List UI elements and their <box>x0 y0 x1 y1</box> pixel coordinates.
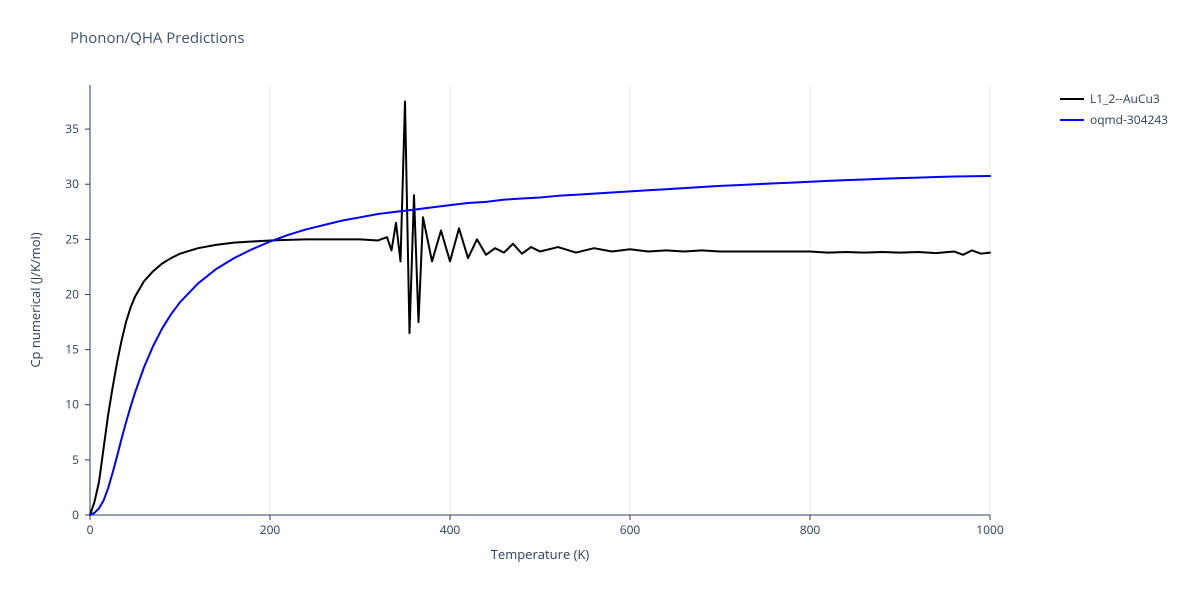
x-tick-label: 800 <box>800 521 821 538</box>
legend: L1_2--AuCu3 oqmd-304243 <box>1060 90 1168 132</box>
y-tick-label: 5 <box>72 451 79 468</box>
chart-svg: 0 200 400 600 800 1000 0 5 10 15 20 25 30 35 Temperatu… <box>0 0 1200 600</box>
y-tick-label: 25 <box>65 230 79 247</box>
x-tick-label: 600 <box>620 521 641 538</box>
x-tick-label: 200 <box>260 521 281 538</box>
chart-container: 0 200 400 600 800 1000 0 5 10 15 20 25 30 35 Temperatu… <box>0 0 1200 600</box>
x-axis-label: Temperature (K) <box>491 545 590 563</box>
legend-swatch <box>1060 98 1084 100</box>
y-tick-label: 20 <box>65 285 79 302</box>
y-tick-label: 30 <box>65 175 79 192</box>
legend-item-1[interactable]: oqmd-304243 <box>1060 111 1168 128</box>
x-tick-label: 400 <box>440 521 461 538</box>
y-tick-label: 0 <box>72 506 79 523</box>
y-tick-label: 15 <box>65 341 79 358</box>
x-tick-label: 0 <box>87 521 94 538</box>
series-line-1 <box>90 176 990 515</box>
y-axis-label: Cp numerical (J/K/mol) <box>26 232 44 367</box>
series-line-0 <box>90 102 990 515</box>
legend-label: L1_2--AuCu3 <box>1090 90 1160 107</box>
x-tick-label: 1000 <box>976 521 1004 538</box>
y-tick-label: 35 <box>65 120 79 137</box>
legend-item-0[interactable]: L1_2--AuCu3 <box>1060 90 1168 107</box>
y-tick-label: 10 <box>65 396 79 413</box>
legend-label: oqmd-304243 <box>1090 111 1168 128</box>
legend-swatch <box>1060 119 1084 121</box>
